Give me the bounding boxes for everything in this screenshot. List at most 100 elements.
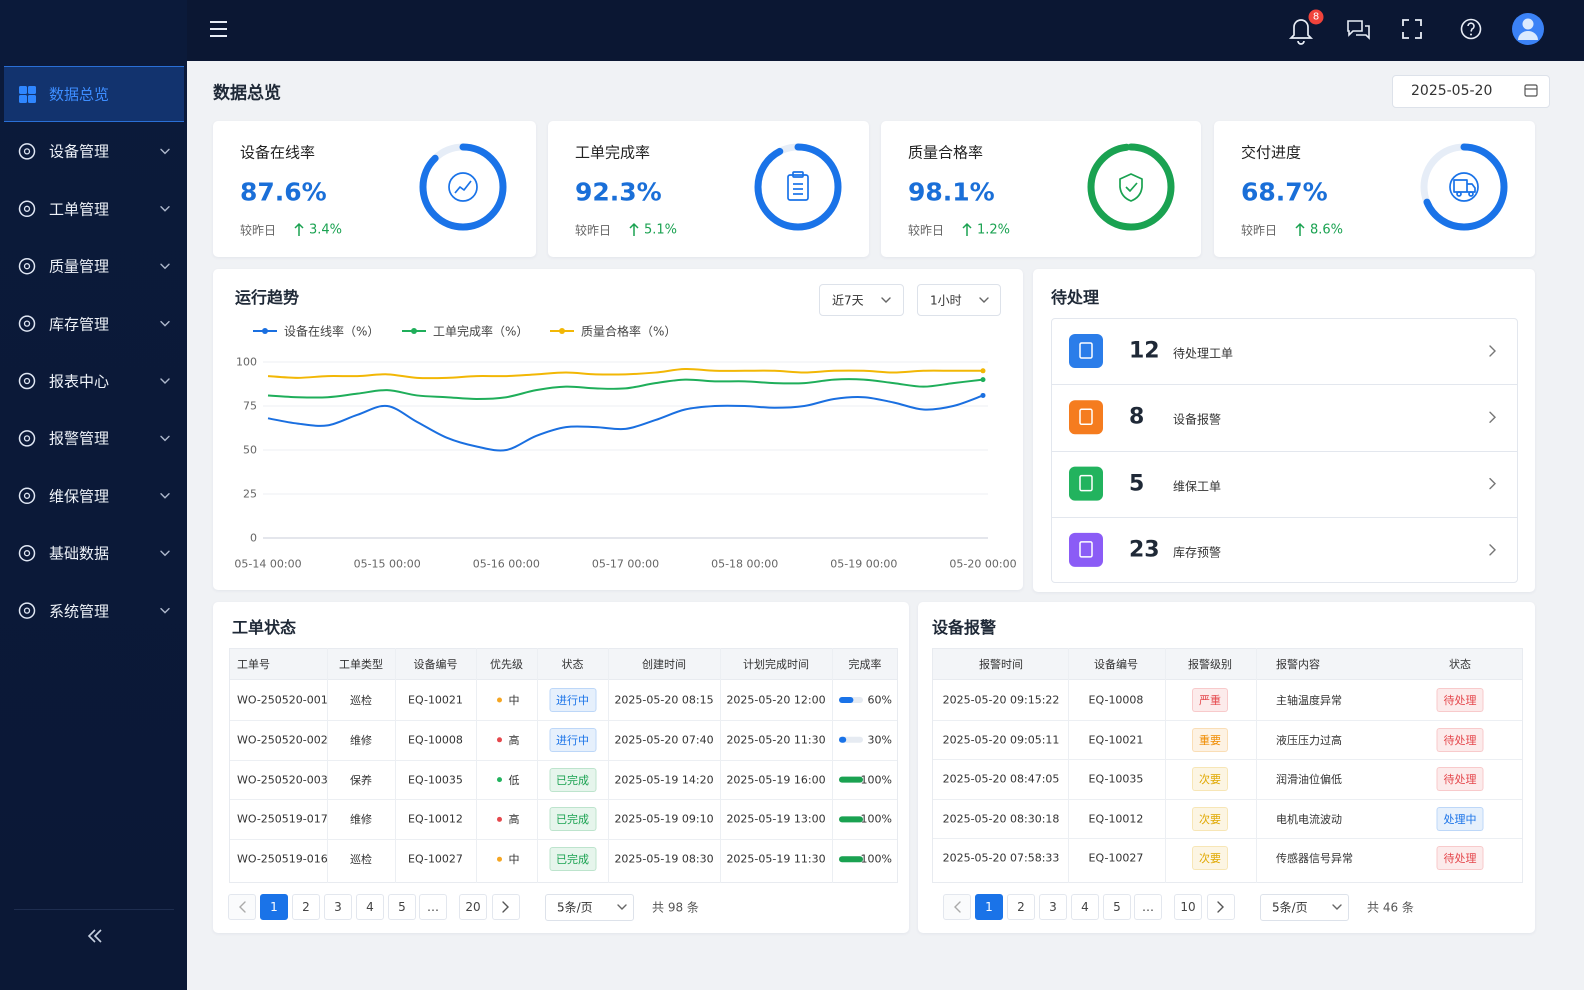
x-tick-label: 05-15 00:00 (353, 557, 421, 571)
status-tag: 次要 (1192, 806, 1228, 831)
page-button[interactable] (356, 894, 384, 920)
alarm-time: 2025-05-20 09:05:11 (942, 733, 1060, 747)
chart-title: 运行趋势 (235, 288, 300, 307)
pending-count: 5 (1129, 471, 1145, 497)
page-number: … (427, 900, 439, 914)
page-button[interactable] (1071, 894, 1099, 920)
order-type: 保养 (350, 773, 372, 787)
row-divider (230, 799, 897, 801)
alarm-content: 电机电流波动 (1276, 812, 1342, 826)
completion-label: 100% (860, 852, 892, 866)
page-number: 5 (398, 900, 406, 914)
column-divider (395, 648, 396, 883)
column-header: 设备编号 (1094, 658, 1138, 671)
order-priority: 低 (508, 773, 520, 787)
order-id: WO-250520-002 (237, 733, 328, 747)
status-tag: 进行中 (549, 727, 596, 752)
alarm-time: 2025-05-20 09:15:22 (942, 693, 1060, 707)
order-created: 2025-05-20 08:15 (614, 693, 714, 707)
pending-row[interactable] (1052, 385, 1517, 449)
pending-list (1051, 318, 1518, 583)
kpi-label: 工单完成率 (575, 143, 651, 162)
page-button[interactable] (388, 894, 416, 920)
pending-row[interactable] (1052, 518, 1517, 582)
kpi-change: 5.1% (644, 222, 678, 238)
row-divider (933, 798, 1522, 800)
completion-label: 100% (860, 773, 892, 787)
status-tag: 次要 (1192, 767, 1228, 792)
page-button[interactable] (1134, 894, 1162, 920)
next-page[interactable] (1207, 894, 1235, 920)
prev-page[interactable] (943, 894, 971, 920)
alarm-device: EQ-10008 (1088, 693, 1144, 707)
menu-label: 报警管理 (49, 429, 110, 448)
pending-title: 待处理 (1051, 288, 1100, 307)
page-button[interactable] (1007, 894, 1035, 920)
y-tick-label: 100 (236, 355, 257, 369)
column-divider (537, 648, 538, 883)
row-divider (933, 759, 1522, 761)
kpi-compare-label: 较昨日 (1241, 223, 1278, 238)
page-number: 1 (270, 900, 278, 914)
page-number: 20 (465, 900, 481, 914)
range-select-value: 近7天 (832, 293, 864, 308)
order-priority: 中 (508, 853, 520, 867)
alarm-content: 润滑油位偏低 (1276, 773, 1342, 787)
next-page[interactable] (492, 894, 520, 920)
pending-row[interactable] (1052, 452, 1517, 516)
pending-label: 维保工单 (1173, 479, 1222, 494)
top-bar (187, 0, 1584, 61)
kpi-value: 87.6% (240, 177, 327, 207)
pending-card (1033, 269, 1535, 592)
order-id: WO-250520-003 (237, 773, 328, 787)
page-number: 1 (985, 900, 993, 914)
menu-label: 工单管理 (49, 200, 110, 219)
order-type: 巡检 (350, 853, 372, 867)
page-button[interactable] (419, 894, 447, 920)
page-button[interactable] (1174, 894, 1202, 920)
page-button[interactable] (1103, 894, 1131, 920)
page-number: 2 (302, 900, 310, 914)
row-divider (933, 838, 1522, 840)
prev-page[interactable] (228, 894, 256, 920)
alarm-time: 2025-05-20 08:47:05 (942, 772, 1060, 786)
status-tag: 待处理 (1436, 727, 1484, 752)
page-button[interactable] (324, 894, 352, 920)
legend-label: 质量合格率（%） (581, 324, 677, 339)
column-divider (1068, 648, 1069, 883)
menu-item-active[interactable] (4, 66, 184, 122)
status-tag: 待处理 (1436, 846, 1484, 871)
alarm-device: EQ-10035 (1088, 772, 1144, 786)
pending-divider (1052, 450, 1517, 452)
row-divider (230, 759, 897, 761)
kpi-value: 98.1% (908, 177, 995, 207)
completion-label: 60% (867, 693, 892, 707)
pending-row[interactable] (1052, 319, 1517, 383)
kpi-label: 交付进度 (1241, 143, 1302, 162)
page-number: 4 (1081, 900, 1089, 914)
alarm-content: 主轴温度异常 (1276, 694, 1342, 707)
trend-card (213, 269, 1023, 590)
page-button[interactable] (260, 894, 288, 920)
kpi-label: 质量合格率 (908, 143, 984, 162)
page-button[interactable] (292, 894, 320, 920)
x-tick-label: 05-16 00:00 (472, 557, 540, 571)
pending-label: 库存预警 (1173, 545, 1222, 560)
notification-count: 8 (1312, 11, 1320, 23)
alarm-time: 2025-05-20 08:30:18 (942, 812, 1060, 826)
menu-label: 维保管理 (49, 487, 110, 506)
order-created: 2025-05-19 09:10 (614, 812, 714, 826)
pending-count: 12 (1129, 338, 1160, 364)
date-picker[interactable] (1392, 75, 1550, 108)
order-device: EQ-10021 (408, 693, 463, 707)
page-size-select[interactable] (545, 894, 634, 921)
x-tick-label: 05-17 00:00 (591, 557, 660, 571)
page-button[interactable] (975, 894, 1003, 920)
alarms-header (932, 648, 1523, 680)
row-divider (230, 719, 897, 721)
page-button[interactable] (1039, 894, 1067, 920)
page-button[interactable] (459, 894, 487, 920)
page-number: 3 (1049, 900, 1057, 914)
order-id: WO-250519-016 (237, 852, 328, 866)
